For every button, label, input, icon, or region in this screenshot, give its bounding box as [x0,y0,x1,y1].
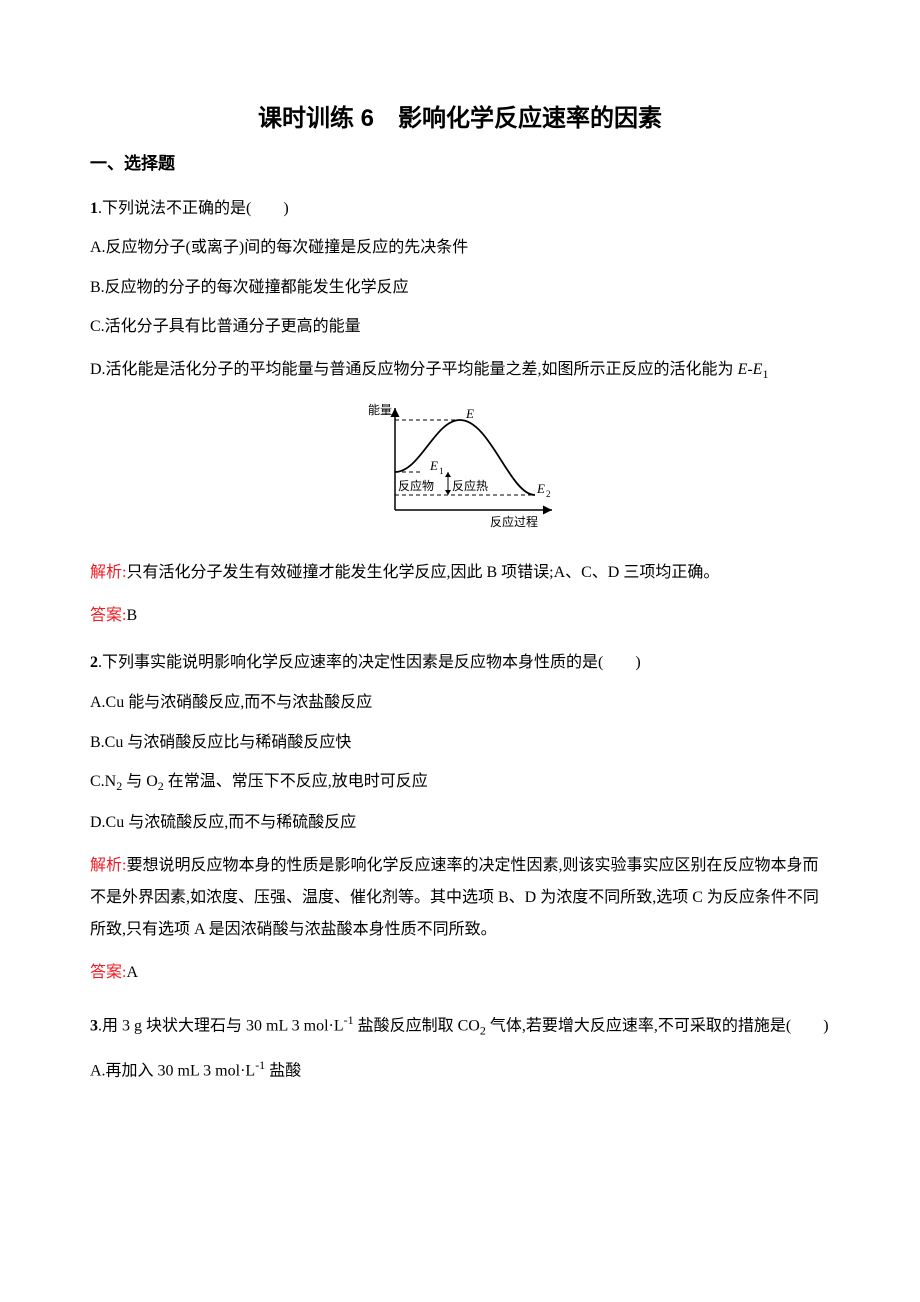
q2-answer-value: A [126,964,138,981]
q2-option-c: C.N2 与 O2 在常温、常压下不反应,放电时可反应 [90,769,830,796]
q3-stem-pre: .用 3 g 块状大理石与 30 mL 3 mol·L [98,1017,344,1034]
q1-d-expr-E1-sub: 1 [762,367,768,381]
q1-analysis-text: 只有活化分子发生有效碰撞才能发生化学反应,因此 B 项错误;A、C、D 三项均正… [126,564,719,581]
q1-option-c: C.活化分子具有比普通分子更高的能量 [90,314,830,340]
q1-d-expr-E1: E [753,361,763,378]
q1-d-expr-E: E [738,361,748,378]
svg-text:能量: 能量 [368,403,392,417]
q3-option-a: A.再加入 30 mL 3 mol·L-1 盐酸 [90,1056,830,1084]
analysis-label: 解析: [90,857,126,874]
q1-option-d-pre: D.活化能是活化分子的平均能量与普通反应物分子平均能量之差,如图所示正反应的活化… [90,361,734,378]
q3-sup1: -1 [344,1013,354,1027]
q2-c-post: 在常温、常压下不反应,放电时可反应 [164,773,428,790]
svg-text:1: 1 [439,466,444,476]
q1-number: 1 [90,200,98,217]
q2-stem-text: .下列事实能说明影响化学反应速率的决定性因素是反应物本身性质的是( ) [98,654,641,671]
page-title: 课时训练 6 影响化学反应速率的因素 [90,100,830,138]
q3-number: 3 [90,1017,98,1034]
svg-text:E: E [465,406,474,421]
q3-stem-mid: 盐酸反应制取 CO [354,1017,480,1034]
svg-text:2: 2 [546,489,551,499]
svg-text:反应过程: 反应过程 [490,514,538,529]
q1-stem: 1.下列说法不正确的是( ) [90,196,830,222]
q1-option-b: B.反应物的分子的每次碰撞都能发生化学反应 [90,275,830,301]
q2-option-b: B.Cu 与浓硝酸反应比与稀硝酸反应快 [90,730,830,756]
q2-c-pre: C.N [90,773,116,790]
q3-a-post: 盐酸 [265,1063,301,1080]
q2-analysis: 解析:要想说明反应物本身的性质是影响化学反应速率的决定性因素,则该实验事实应区别… [90,850,830,946]
q2-c-mid: 与 O [122,773,158,790]
answer-label: 答案: [90,964,126,981]
analysis-label: 解析: [90,564,126,581]
q1-option-d: D.活化能是活化分子的平均能量与普通反应物分子平均能量之差,如图所示正反应的活化… [90,354,830,386]
svg-text:E: E [536,481,545,496]
svg-text:反应物: 反应物 [398,478,434,493]
q3-stem-post: 气体,若要增大反应速率,不可采取的措施是( ) [486,1017,829,1034]
q2-stem: 2.下列事实能说明影响化学反应速率的决定性因素是反应物本身性质的是( ) [90,650,830,676]
answer-label: 答案: [90,607,126,624]
q2-option-a: A.Cu 能与浓硝酸反应,而不与浓盐酸反应 [90,690,830,716]
q3-a-pre: A.再加入 30 mL 3 mol·L [90,1063,255,1080]
q1-answer: 答案:B [90,603,830,629]
q1-stem-text: .下列说法不正确的是( ) [98,200,289,217]
q2-option-d: D.Cu 与浓硫酸反应,而不与稀硫酸反应 [90,810,830,836]
q1-option-a: A.反应物分子(或离子)间的每次碰撞是反应的先决条件 [90,235,830,261]
svg-text:反应热: 反应热 [452,478,488,493]
q3-a-sup: -1 [255,1058,265,1072]
section-heading: 一、选择题 [90,150,830,177]
energy-diagram: 能量反应过程EE1E2反应物反应热 [90,400,830,539]
q3-stem: 3.用 3 g 块状大理石与 30 mL 3 mol·L-1 盐酸反应制取 CO… [90,1008,830,1043]
q2-number: 2 [90,654,98,671]
q1-analysis: 解析:只有活化分子发生有效碰撞才能发生化学反应,因此 B 项错误;A、C、D 三… [90,557,830,589]
energy-diagram-svg: 能量反应过程EE1E2反应物反应热 [360,400,560,530]
q2-analysis-text: 要想说明反应物本身的性质是影响化学反应速率的决定性因素,则该实验事实应区别在反应… [90,857,819,938]
q1-answer-value: B [126,607,137,624]
q2-answer: 答案:A [90,960,830,986]
svg-text:E: E [429,458,438,473]
